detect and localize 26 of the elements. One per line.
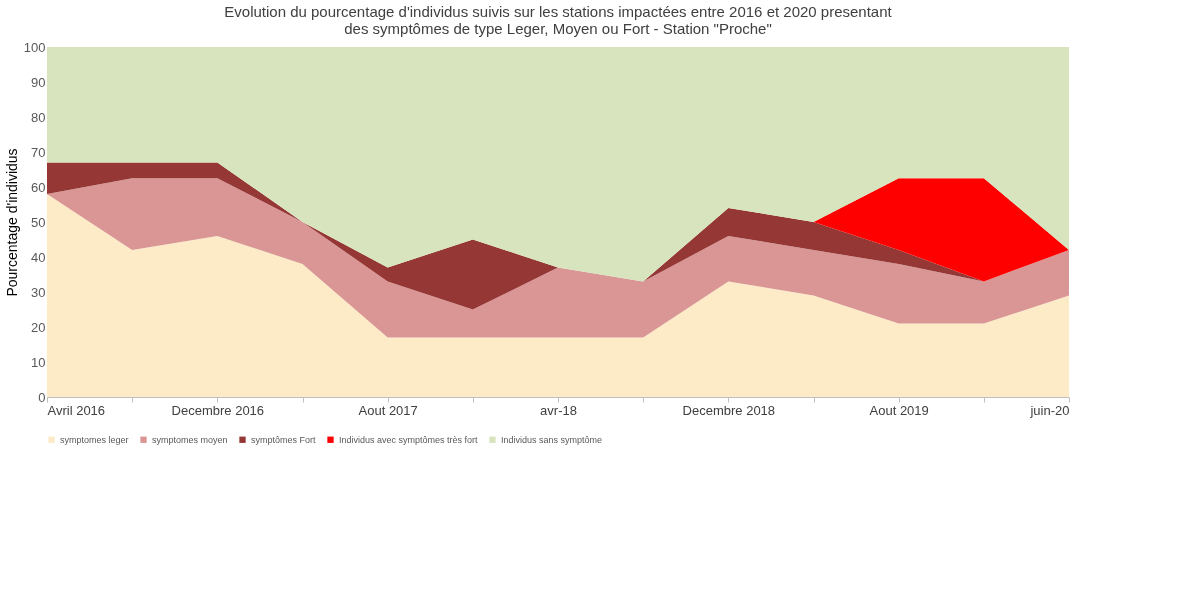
- y-tick-label: 100: [23, 39, 46, 55]
- x-tick-label: Decembre 2016: [171, 402, 265, 418]
- text: Evolution du pourcentage d'individus suivis sur les stations impactées entre 2016 et 2020 presentant: [224, 3, 892, 20]
- y-tick-label: 20: [31, 319, 46, 335]
- x-tick-label: Avril 2016: [47, 402, 106, 418]
- y-tick-label: 80: [31, 109, 46, 125]
- x-tick-label: Decembre 2018: [682, 402, 776, 418]
- x-tick-label: juin-20: [1029, 402, 1070, 418]
- legend-label: symptomes leger: [60, 434, 129, 445]
- legend-label: symptomes moyen: [152, 434, 228, 445]
- y-tick-label: 10: [31, 354, 46, 370]
- y-tick-label: 90: [31, 74, 46, 90]
- y-tick-label: 70: [31, 144, 46, 160]
- y-tick-label: 0: [38, 389, 46, 405]
- y-tick-label: 40: [31, 249, 46, 265]
- x-tick-label: Aout 2019: [869, 402, 929, 418]
- x-tick-label: avr-18: [540, 402, 577, 418]
- y-tick-label: 60: [31, 179, 46, 195]
- y-tick-label: 30: [31, 284, 46, 300]
- legend-label: symptômes Fort: [251, 434, 317, 445]
- y-tick-label: 50: [31, 214, 46, 230]
- y-axis-title: Pourcentage d'individus: [3, 148, 20, 297]
- legend-label: Individus sans symptôme: [501, 434, 603, 445]
- x-tick-label: Aout 2017: [358, 402, 418, 418]
- legend-label: Individus avec symptômes très fort: [339, 434, 479, 445]
- text: des symptômes de type Leger, Moyen ou Fort - Station "Proche": [344, 20, 772, 37]
